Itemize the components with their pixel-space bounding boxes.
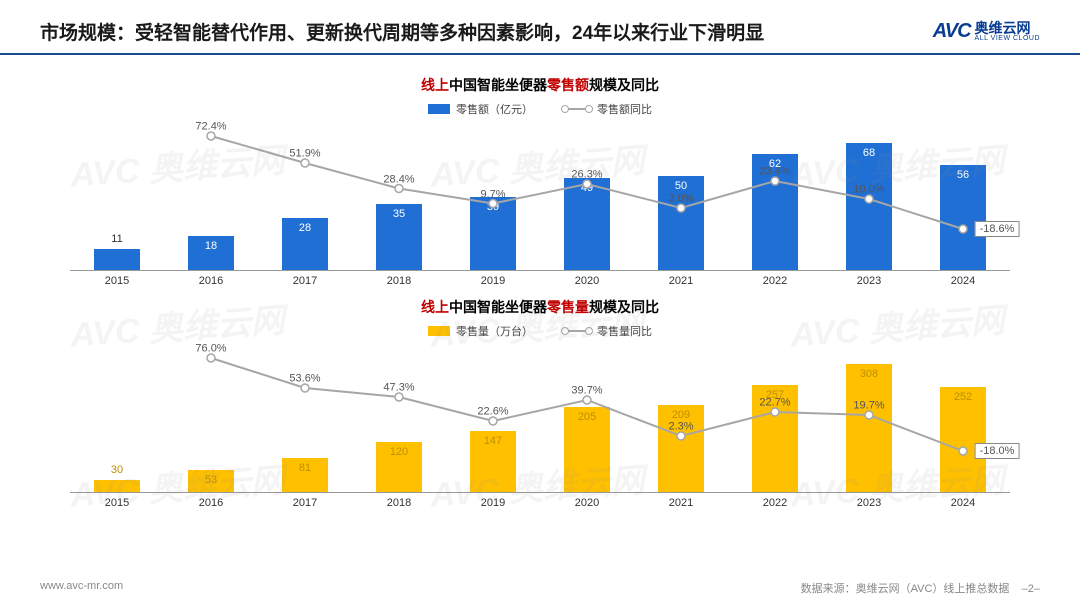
growth-label: 76.0% [195,342,226,354]
x-tick-label: 2018 [352,275,446,287]
x-tick-label: 2020 [540,275,634,287]
growth-label: 28.4% [383,173,414,185]
growth-marker [771,408,779,416]
growth-label: 72.4% [195,120,226,132]
x-tick-label: 2024 [916,275,1010,287]
x-tick-label: 2024 [916,497,1010,509]
growth-marker [301,159,309,167]
chart2-legend: 零售量（万台） 零售量同比 [60,323,1020,339]
legend-bar-label: 零售量（万台） [456,323,533,339]
legend-line-label: 零售额同比 [597,101,652,117]
growth-label: 39.7% [571,384,602,396]
growth-marker [677,432,685,440]
x-tick-label: 2016 [164,497,258,509]
growth-label: 9.7% [480,188,505,200]
growth-label: 3.0% [668,192,693,204]
growth-label: 53.6% [289,372,320,384]
charts-area: 线上中国智能坐便器零售额规模及同比 零售额（亿元） 零售额同比 11182835… [0,55,1080,509]
growth-marker [583,396,591,404]
growth-label: 19.7% [853,399,884,411]
growth-marker [489,417,497,425]
legend-line-label: 零售量同比 [597,323,652,339]
chart2-xaxis: 2015201620172018201920202021202220232024 [70,497,1010,509]
chart1-plot: 11182835394950626856 72.4%51.9%28.4%9.7%… [70,121,1010,271]
growth-marker [865,411,873,419]
growth-marker [489,200,497,208]
growth-label: 23.4% [759,165,790,177]
chart-sales-volume: 线上中国智能坐便器零售量规模及同比 零售量（万台） 零售量同比 30538112… [60,297,1020,509]
growth-marker [395,185,403,193]
x-tick-label: 2022 [728,275,822,287]
logo: AVC 奥维云网 ALL VIEW CLOUD [933,20,1040,43]
growth-marker [865,195,873,203]
logo-en: ALL VIEW CLOUD [975,35,1040,42]
growth-label: 47.3% [383,381,414,393]
x-tick-label: 2023 [822,275,916,287]
chart2-plot: 305381120147205209257308252 76.0%53.6%47… [70,343,1010,493]
chart-sales-value: 线上中国智能坐便器零售额规模及同比 零售额（亿元） 零售额同比 11182835… [60,75,1020,287]
header: 市场规模：受轻智能替代作用、更新换代周期等多种因素影响，24年以来行业下滑明显 … [0,0,1080,55]
growth-marker [301,384,309,392]
growth-label: 2.3% [668,420,693,432]
growth-label: -18.0% [975,443,1020,459]
growth-label: -18.6% [975,221,1020,237]
footer-page: –2– [1022,583,1040,595]
growth-marker [207,132,215,140]
growth-marker [959,225,967,233]
growth-label: 22.7% [759,396,790,408]
chart1-xaxis: 2015201620172018201920202021202220232024 [70,275,1010,287]
growth-label: 10.0% [853,183,884,195]
x-tick-label: 2017 [258,275,352,287]
x-tick-label: 2015 [70,497,164,509]
growth-marker [771,177,779,185]
footer: www.avc-mr.com 数据来源：奥维云网（AVC）线上推总数据 –2– [40,580,1040,596]
x-tick-label: 2023 [822,497,916,509]
growth-label: 51.9% [289,147,320,159]
growth-marker [677,204,685,212]
x-tick-label: 2017 [258,497,352,509]
x-tick-label: 2016 [164,275,258,287]
legend-bar-swatch [428,104,450,114]
x-tick-label: 2015 [70,275,164,287]
legend-line-swatch [563,108,591,110]
x-tick-label: 2022 [728,497,822,509]
growth-marker [959,447,967,455]
page-title: 市场规模：受轻智能替代作用、更新换代周期等多种因素影响，24年以来行业下滑明显 [40,18,764,45]
logo-cn: 奥维云网 [975,21,1040,35]
x-tick-label: 2019 [446,275,540,287]
footer-source: 数据来源：奥维云网（AVC）线上推总数据 [801,583,1010,595]
chart1-legend: 零售额（亿元） 零售额同比 [60,101,1020,117]
x-tick-label: 2021 [634,497,728,509]
x-tick-label: 2021 [634,275,728,287]
legend-bar-swatch [428,326,450,336]
growth-marker [395,393,403,401]
chart2-title: 线上中国智能坐便器零售量规模及同比 [60,297,1020,317]
growth-marker [583,180,591,188]
x-tick-label: 2019 [446,497,540,509]
footer-url: www.avc-mr.com [40,580,123,596]
x-tick-label: 2020 [540,497,634,509]
chart1-title: 线上中国智能坐便器零售额规模及同比 [60,75,1020,95]
legend-line-swatch [563,330,591,332]
growth-label: 26.3% [571,168,602,180]
legend-bar-label: 零售额（亿元） [456,101,533,117]
x-tick-label: 2018 [352,497,446,509]
growth-label: 22.6% [477,405,508,417]
growth-marker [207,354,215,362]
logo-mark: AVC [933,20,971,43]
